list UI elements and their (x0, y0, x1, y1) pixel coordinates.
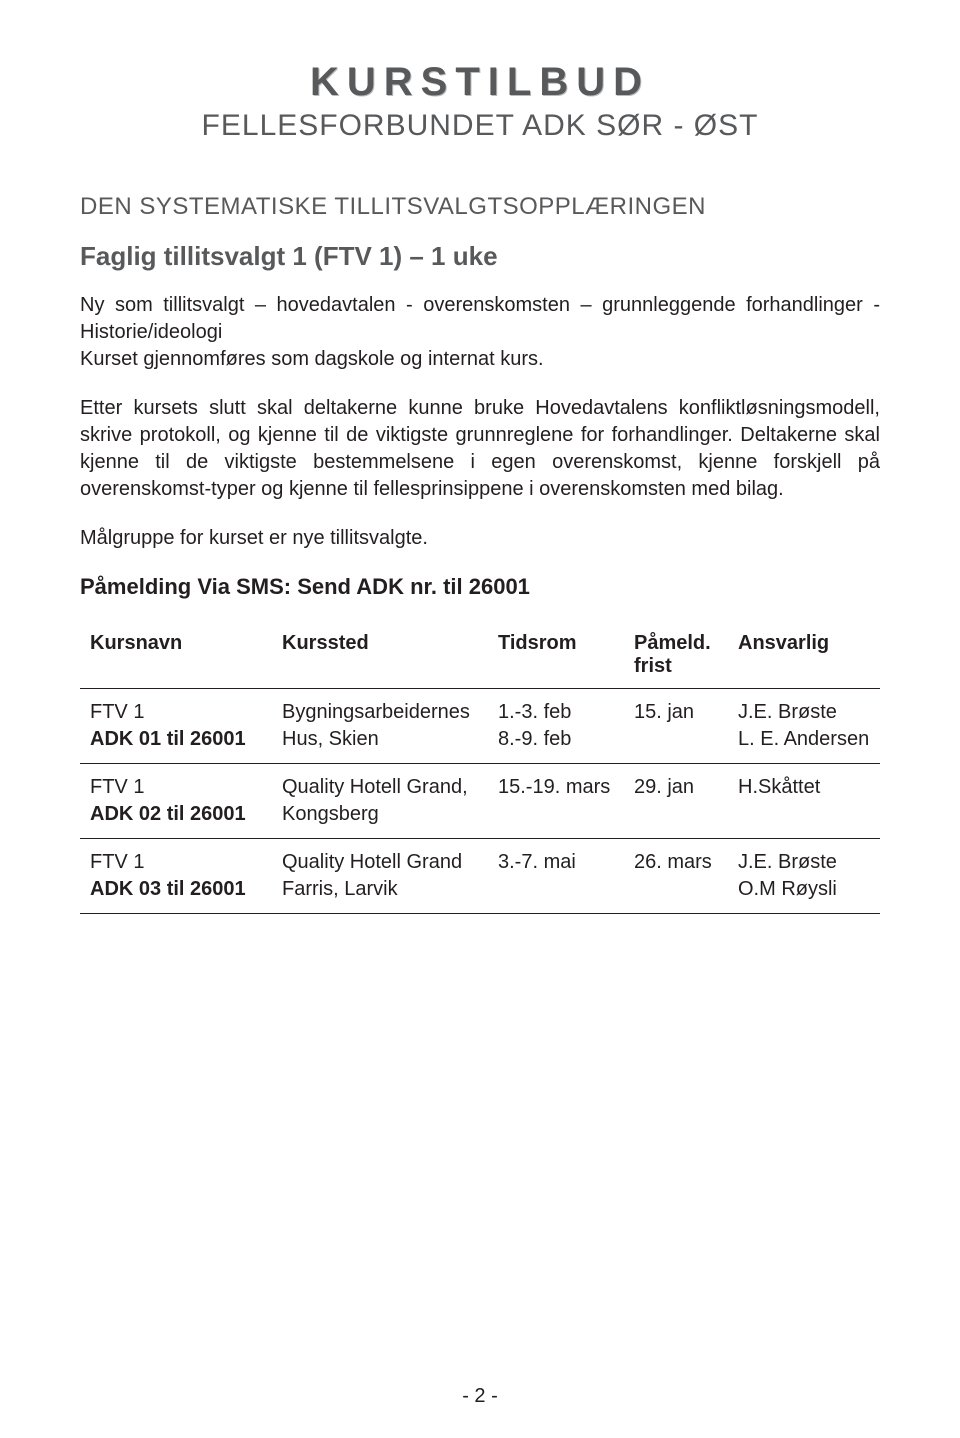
title-main: KURSTILBUD (80, 60, 880, 105)
th-pameldfrist: Påmeld. frist (624, 622, 728, 689)
cell-tidsrom-line1: 1.-3. feb (498, 701, 571, 723)
cell-ansvarlig-line1: J.E. Brøste (738, 851, 837, 873)
table-header-row: Kursnavn Kurssted Tidsrom Påmeld. frist … (80, 622, 880, 689)
intro-line-2: Kurset gjennomføres som dagskole og inte… (80, 348, 544, 370)
cell-kursnavn-line2: ADK 03 til 26001 (90, 878, 246, 900)
cell-pameldfrist: 26. mars (624, 839, 728, 914)
cell-tidsrom-line2: 8.-9. feb (498, 728, 571, 750)
table-row: FTV 1 ADK 03 til 26001 Quality Hotell Gr… (80, 839, 880, 914)
cell-ansvarlig-line2: L. E. Andersen (738, 728, 869, 750)
intro-paragraph: Ny som tillitsvalgt – hovedavtalen - ove… (80, 292, 880, 373)
cell-pameldfrist: 29. jan (624, 764, 728, 839)
cell-ansvarlig-line1: J.E. Brøste (738, 701, 837, 723)
cell-ansvarlig-line1: H.Skåttet (738, 776, 820, 798)
cell-kurssted-line2: Kongsberg (282, 803, 379, 825)
cell-tidsrom-line1: 15.-19. mars (498, 776, 610, 798)
th-ansvarlig: Ansvarlig (728, 622, 880, 689)
cell-tidsrom-line1: 3.-7. mai (498, 851, 576, 873)
table-row: FTV 1 ADK 02 til 26001 Quality Hotell Gr… (80, 764, 880, 839)
cell-kurssted-line2: Farris, Larvik (282, 878, 398, 900)
cell-kursnavn-line1: FTV 1 (90, 851, 144, 873)
th-tidsrom: Tidsrom (488, 622, 624, 689)
cell-kurssted-line1: Quality Hotell Grand, (282, 776, 468, 798)
course-table: Kursnavn Kurssted Tidsrom Påmeld. frist … (80, 622, 880, 914)
cell-kurssted-line1: Bygningsarbeidernes (282, 701, 470, 723)
th-kursnavn: Kursnavn (80, 622, 272, 689)
th-kurssted: Kurssted (272, 622, 488, 689)
cell-ansvarlig-line2: O.M Røysli (738, 878, 837, 900)
target-group-paragraph: Målgruppe for kurset er nye tillitsvalgt… (80, 525, 880, 552)
cell-kursnavn-line1: FTV 1 (90, 701, 144, 723)
cell-kursnavn-line2: ADK 01 til 26001 (90, 728, 246, 750)
description-paragraph: Etter kursets slutt skal deltakerne kunn… (80, 395, 880, 503)
cell-kursnavn-line2: ADK 02 til 26001 (90, 803, 246, 825)
sms-instruction: Påmelding Via SMS: Send ADK nr. til 2600… (80, 574, 880, 600)
cell-kursnavn-line1: FTV 1 (90, 776, 144, 798)
cell-pameldfrist: 15. jan (624, 689, 728, 764)
page-number: - 2 - (0, 1385, 960, 1408)
course-name: Faglig tillitsvalgt 1 (FTV 1) – 1 uke (80, 241, 880, 272)
section-heading: DEN SYSTEMATISKE TILLITSVALGTSOPPLÆRINGE… (80, 193, 880, 221)
cell-kurssted-line2: Hus, Skien (282, 728, 379, 750)
cell-kurssted-line1: Quality Hotell Grand (282, 851, 462, 873)
intro-line-1: Ny som tillitsvalgt – hovedavtalen - ove… (80, 294, 880, 343)
table-row: FTV 1 ADK 01 til 26001 Bygningsarbeidern… (80, 689, 880, 764)
title-sub: FELLESFORBUNDET ADK SØR - ØST (80, 109, 880, 143)
